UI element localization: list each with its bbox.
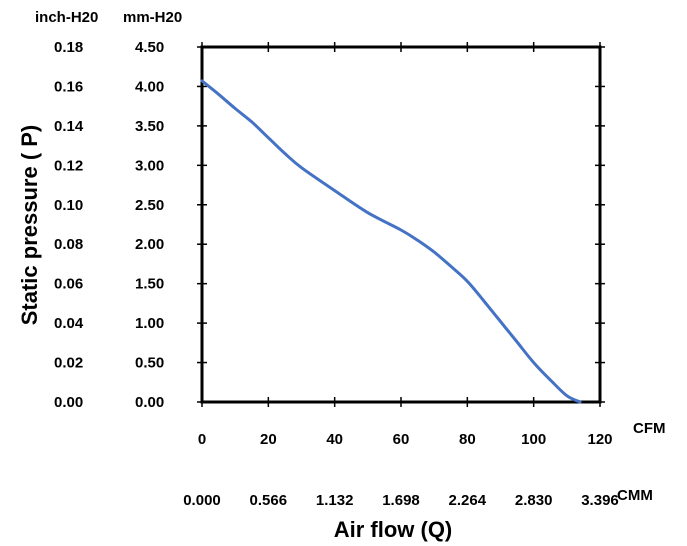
x-tick-label-cfm: 100 [521, 431, 546, 448]
x-tick-label-cmm: 0.566 [250, 492, 288, 509]
y-tick-label-inch: 0.04 [54, 315, 84, 332]
y-tick-label-inch: 0.14 [54, 118, 84, 135]
y-tick-label-inch: 0.18 [54, 39, 83, 56]
y-tick-label-inch: 0.10 [54, 197, 83, 214]
x-tick-label-cmm: 2.264 [449, 492, 487, 509]
y-unit-right-label: mm-H20 [123, 9, 182, 26]
x-axis-title: Air flow (Q) [334, 517, 453, 542]
y-tick-label-mm: 2.50 [135, 197, 164, 214]
y-tick-label-mm: 0.00 [135, 394, 164, 411]
x-tick-label-cfm: 20 [260, 431, 277, 448]
y-tick-label-mm: 4.00 [135, 78, 164, 95]
x-tick-label-cmm: 2.830 [515, 492, 553, 509]
y-tick-label-mm: 3.50 [135, 118, 164, 135]
y-tick-label-mm: 3.00 [135, 157, 164, 174]
tick-labels: 0.00 0.00 0.02 0.50 0.04 1.00 0.06 1.50 0.08 2.00… [54, 39, 619, 509]
x-tick-label-cmm: 1.132 [316, 492, 354, 509]
x-tick-label-cmm: 0.000 [183, 492, 221, 509]
x-tick-label-cfm: 80 [459, 431, 476, 448]
y-unit-left-label: inch-H20 [35, 9, 98, 26]
y-tick-label-inch: 0.02 [54, 355, 83, 372]
tick-marks [197, 42, 605, 407]
y-tick-label-mm: 4.50 [135, 39, 164, 56]
y-tick-label-inch: 0.00 [54, 394, 83, 411]
x-tick-label-cfm: 60 [393, 431, 410, 448]
x-tick-label-cfm: 120 [587, 431, 612, 448]
x-tick-label-cfm: 0 [198, 431, 206, 448]
y-tick-label-mm: 1.00 [135, 315, 164, 332]
y-tick-label-inch: 0.08 [54, 236, 83, 253]
x-unit-label: CFM [633, 420, 666, 437]
y-tick-label-mm: 1.50 [135, 276, 164, 293]
y-tick-label-mm: 2.00 [135, 236, 164, 253]
plot-area-frame [200, 45, 602, 404]
x2-unit-label: CMM [617, 487, 653, 504]
y-tick-label-inch: 0.06 [54, 276, 83, 293]
y-tick-label-inch: 0.16 [54, 78, 83, 95]
x-tick-label-cmm: 3.396 [581, 492, 619, 509]
x-tick-label-cmm: 1.698 [382, 492, 420, 509]
y-tick-label-inch: 0.12 [54, 157, 83, 174]
y-tick-label-mm: 0.50 [135, 355, 164, 372]
x-tick-label-cfm: 40 [326, 431, 343, 448]
pq-curve-line [200, 79, 582, 404]
y-axis-title: Static pressure ( P) [17, 125, 42, 326]
